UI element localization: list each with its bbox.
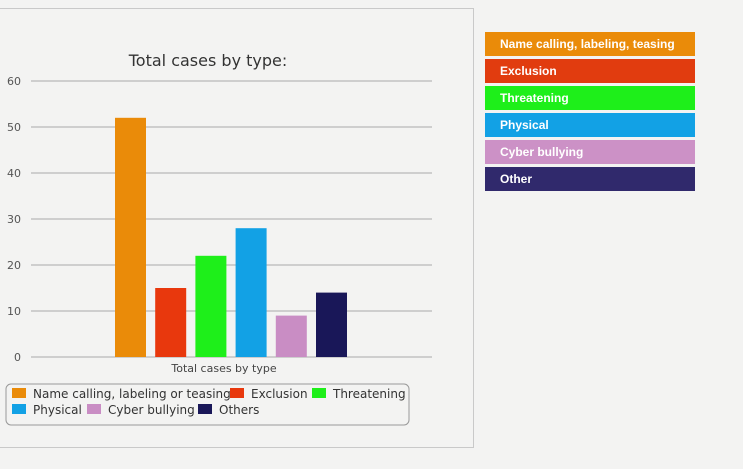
legend-swatch bbox=[87, 404, 101, 414]
legend-label: Threatening bbox=[332, 387, 406, 401]
legend-swatch bbox=[12, 388, 26, 398]
side-legend-item: Physical bbox=[485, 113, 695, 137]
bar bbox=[235, 228, 267, 357]
legend-box bbox=[5, 383, 410, 426]
legend-label: Physical bbox=[33, 403, 82, 417]
legend-swatch bbox=[198, 404, 212, 414]
bar bbox=[195, 255, 227, 357]
bar bbox=[275, 315, 307, 357]
side-legend: Name calling, labeling, teasing Exclusion… bbox=[485, 32, 695, 194]
side-legend-item: Name calling, labeling, teasing bbox=[485, 32, 695, 56]
y-tick-label: 20 bbox=[7, 259, 21, 272]
y-tick-label: 60 bbox=[7, 75, 21, 88]
legend: Name calling, labeling or teasing Exclusi… bbox=[12, 387, 406, 417]
bar bbox=[316, 292, 347, 357]
bar-chart: Total cases by type: 0 10 20 30 40 50 60 Total… bbox=[5, 51, 432, 426]
legend-swatch bbox=[312, 388, 326, 398]
y-tick-label: 10 bbox=[7, 305, 21, 318]
y-axis-ticks: 0 10 20 30 40 50 60 bbox=[7, 75, 21, 364]
side-legend-item: Cyber bullying bbox=[485, 140, 695, 164]
y-tick-label: 0 bbox=[14, 351, 21, 364]
side-legend-item: Other bbox=[485, 167, 695, 191]
bars bbox=[115, 117, 347, 357]
bar bbox=[115, 117, 146, 357]
legend-label: Name calling, labeling or teasing bbox=[33, 387, 231, 401]
y-tick-label: 50 bbox=[7, 121, 21, 134]
side-legend-item: Exclusion bbox=[485, 59, 695, 83]
legend-label: Others bbox=[219, 403, 259, 417]
x-category-label: Total cases by type bbox=[170, 362, 276, 375]
legend-swatch bbox=[230, 388, 244, 398]
chart-title: Total cases by type: bbox=[128, 51, 288, 70]
y-tick-label: 30 bbox=[7, 213, 21, 226]
y-tick-label: 40 bbox=[7, 167, 21, 180]
legend-label: Cyber bullying bbox=[108, 403, 195, 417]
bar bbox=[155, 288, 187, 357]
legend-swatch bbox=[12, 404, 26, 414]
grid-lines bbox=[31, 80, 432, 358]
legend-label: Exclusion bbox=[251, 387, 308, 401]
side-legend-item: Threatening bbox=[485, 86, 695, 110]
